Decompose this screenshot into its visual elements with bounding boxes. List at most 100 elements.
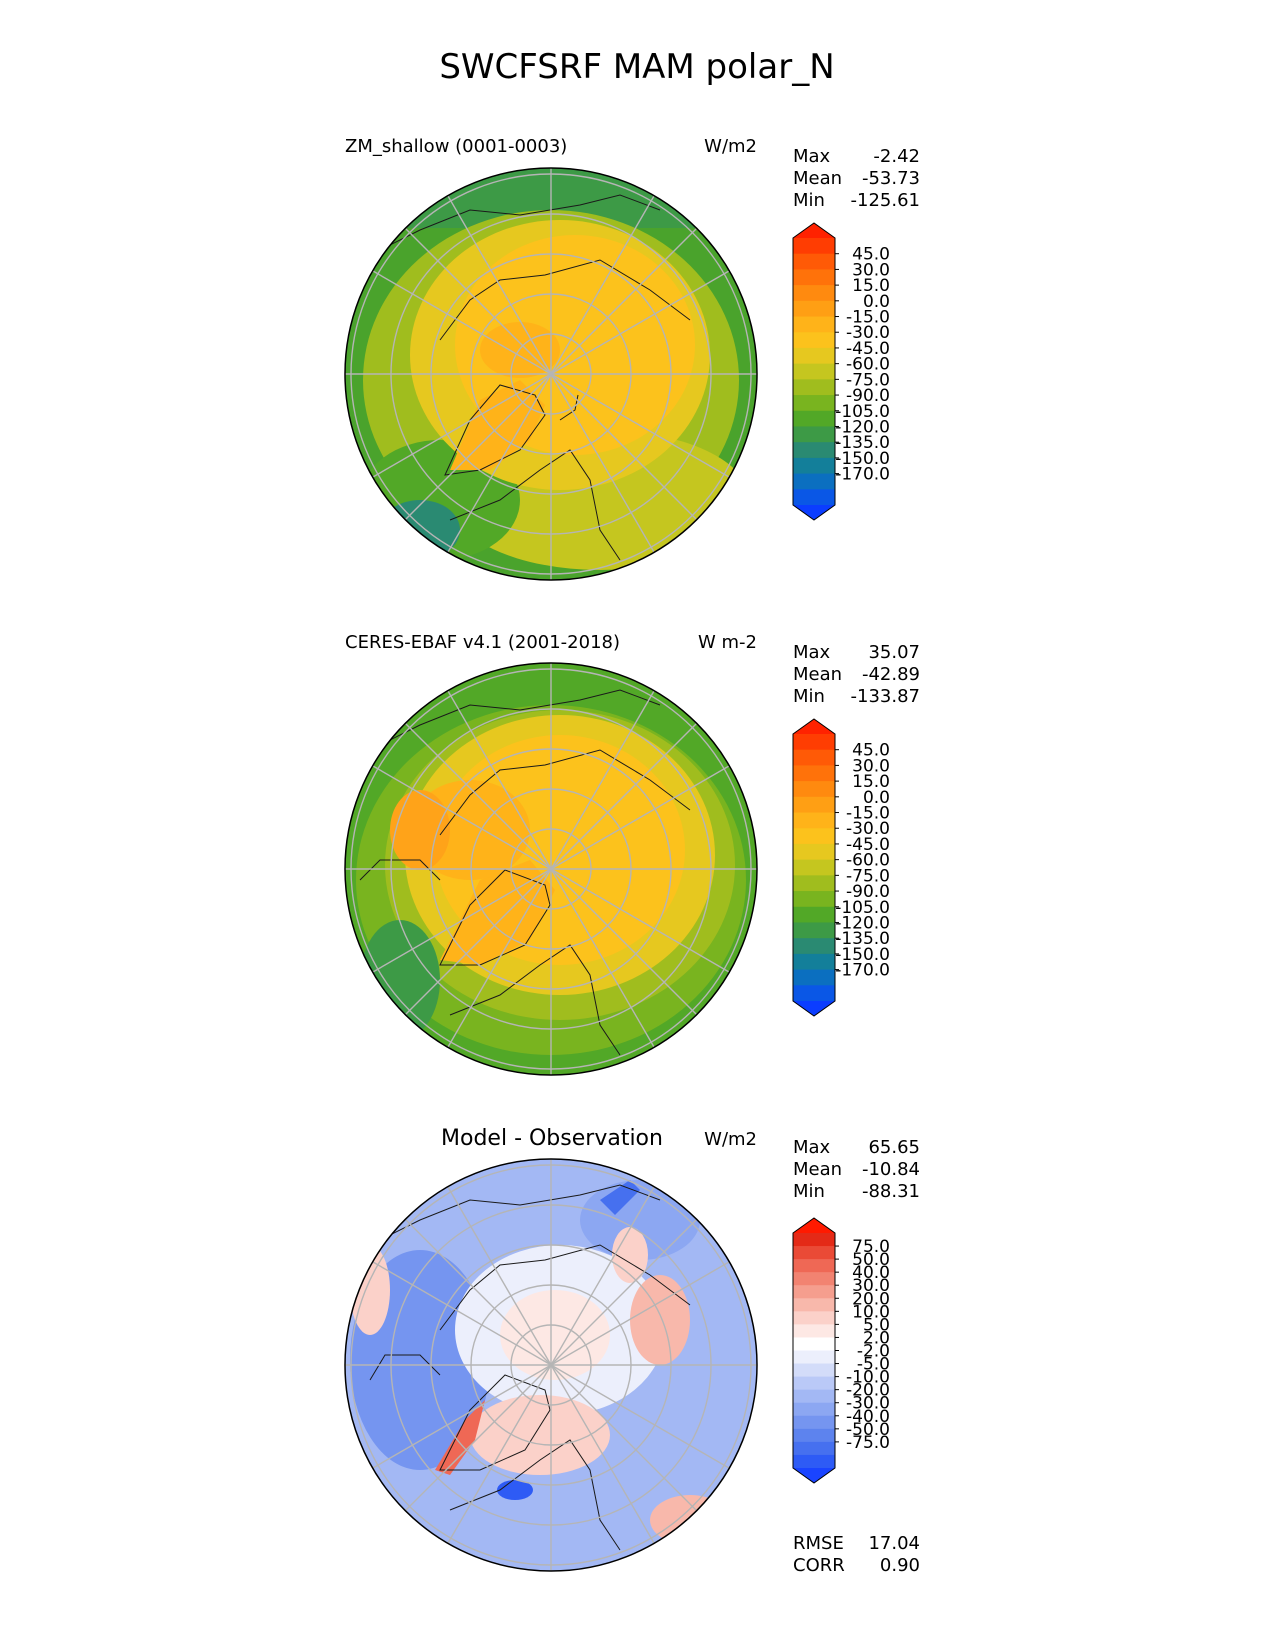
metric-corr-value: 0.90	[880, 1555, 920, 1576]
colorbar-tick-label: -30.0	[846, 1394, 890, 1414]
colorbar-tick-label: -10.0	[846, 1368, 890, 1388]
colorbar-tick-label: 15.0	[852, 772, 890, 792]
colorbar-segment	[793, 875, 835, 892]
graticule	[345, 663, 757, 1075]
map-frame	[344, 662, 758, 1076]
map-frame	[344, 167, 758, 581]
metrics-block: RMSE 17.04 CORR 0.90	[793, 1533, 920, 1576]
colorbar-tick-label: -45.0	[846, 835, 890, 855]
colorbar-tick-label: 45.0	[852, 245, 890, 265]
colorbar-segment	[793, 781, 835, 798]
stat-min-label: Min	[793, 686, 825, 707]
colorbar-tick-label: -150.0	[835, 945, 890, 965]
colorbar-segment	[793, 796, 835, 814]
panel-title: CERES-EBAF v4.1 (2001-2018)	[345, 632, 620, 653]
map-frame	[344, 1158, 758, 1572]
stat-max-label: Max	[793, 642, 831, 663]
colorbar-tick-label: 5.0	[863, 1315, 890, 1335]
colorbar-segment	[793, 985, 835, 1002]
colorbar-tick-label: 10.0	[852, 1302, 890, 1322]
colorbar-tick-label: 75.0	[852, 1237, 890, 1257]
stat-mean-label: Mean	[793, 168, 842, 189]
colorbar-segment	[793, 1428, 835, 1443]
colorbar-tick-label: -30.0	[846, 323, 890, 343]
colorbar-extend-top	[793, 719, 835, 734]
panel-units: W/m2	[704, 136, 757, 157]
colorbar-outline	[792, 718, 836, 1017]
colorbar-tick-label: -75.0	[846, 1433, 890, 1453]
colorbar-tick-label: -170.0	[835, 961, 890, 981]
colorbar-tick-label: -75.0	[846, 370, 890, 390]
panel-model: ZM_shallow (0001-0003) W/m2	[344, 136, 920, 581]
colorbar-tick-label: 40.0	[852, 1263, 890, 1283]
metric-rmse-value: 17.04	[868, 1533, 920, 1554]
coastlines	[359, 689, 691, 1056]
stat-max-value: 65.65	[868, 1137, 920, 1158]
colorbar: 45.030.015.00.0-15.0-30.0-45.0-60.0-75.0…	[792, 718, 890, 1017]
colorbar-tick-label: -150.0	[835, 449, 890, 469]
colorbar-segment	[793, 922, 835, 939]
colorbar-segment	[793, 457, 835, 475]
colorbar-segment	[793, 1311, 835, 1325]
colorbar-segment	[793, 285, 835, 302]
colorbar-extend-bottom	[793, 1001, 835, 1016]
colorbar-tick-label: -15.0	[846, 308, 890, 328]
colorbar-tick-label: 30.0	[852, 1276, 890, 1296]
colorbar-tick-label: 30.0	[852, 260, 890, 280]
stat-mean-value: -10.84	[862, 1159, 920, 1180]
colorbar-segment	[793, 269, 835, 286]
colorbar-extend-bottom	[793, 505, 835, 520]
stat-max-value: 35.07	[868, 642, 920, 663]
colorbar-segment	[793, 473, 835, 490]
colorbar-tick-label: -105.0	[835, 402, 890, 422]
colorbar-extend-bottom	[793, 1468, 835, 1483]
colorbar-segment	[793, 812, 835, 829]
stat-max-label: Max	[793, 1137, 831, 1158]
colorbar-tick-label: -30.0	[846, 819, 890, 839]
colorbar-segment	[793, 410, 835, 427]
stat-max-value: -2.42	[873, 146, 920, 167]
colorbar-segment	[793, 1376, 835, 1391]
colorbar-segment	[793, 316, 835, 333]
colorbar-tick-label: 0.0	[863, 788, 890, 808]
stat-mean-value: -42.89	[862, 664, 920, 685]
colorbar-segment	[793, 426, 835, 443]
colorbar-tick-label: -90.0	[846, 882, 890, 902]
colorbar-tick-label: -60.0	[846, 355, 890, 375]
colorbar-segment	[793, 1441, 835, 1456]
colorbar-segment	[793, 300, 835, 318]
colorbar-segment	[793, 1285, 835, 1299]
colorbar-tick-label: 45.0	[852, 741, 890, 761]
colorbar-tick-label: 30.0	[852, 756, 890, 776]
colorbar-outline	[792, 222, 836, 521]
stat-min-value: -88.31	[862, 1181, 920, 1202]
graticule	[345, 168, 757, 580]
panel-units: W/m2	[704, 1129, 757, 1150]
colorbar-segment	[793, 379, 835, 396]
colorbar-tick-label: -135.0	[835, 433, 890, 453]
colorbar-segment	[793, 1246, 835, 1260]
colorbar-segment	[793, 843, 835, 861]
colorbar-tick-label: -5.0	[857, 1355, 890, 1375]
stat-min-value: -133.87	[851, 686, 920, 707]
colorbar-segment	[793, 347, 835, 365]
colorbar-segment	[793, 749, 835, 766]
colorbar-tick-label: -45.0	[846, 339, 890, 359]
colorbar-segment	[793, 765, 835, 782]
stat-mean-label: Mean	[793, 1159, 842, 1180]
colorbar-segment	[793, 1402, 835, 1417]
colorbar-segment	[793, 363, 835, 380]
colorbar-tick-label: -50.0	[846, 1420, 890, 1440]
stats-block: Max 65.65 Mean -10.84 Min -88.31	[793, 1137, 920, 1202]
panel-difference: Model - Observation W/m2	[344, 1126, 920, 1576]
panel-title: Model - Observation	[441, 1126, 663, 1151]
colorbar-tick-label: 2.0	[863, 1328, 890, 1348]
colorbar-tick-label: -40.0	[846, 1407, 890, 1427]
colorbar-segment	[793, 442, 835, 459]
colorbar-tick-label: -105.0	[835, 898, 890, 918]
colorbar-tick-label: -15.0	[846, 804, 890, 824]
colorbar-tick-label: -75.0	[846, 866, 890, 886]
colorbar-tick-label: -60.0	[846, 851, 890, 871]
coastlines	[379, 194, 691, 561]
